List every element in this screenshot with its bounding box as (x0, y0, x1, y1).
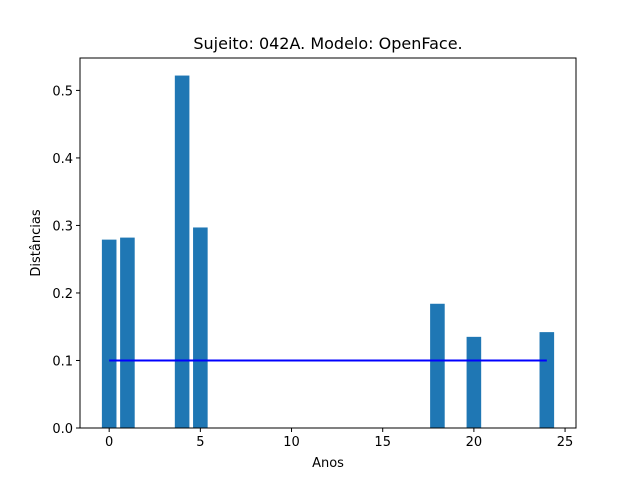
plot-frame (79, 57, 577, 429)
bar-18 (430, 303, 445, 428)
x-tick-label: 20 (466, 435, 483, 450)
x-axis-label: Anos (312, 456, 344, 471)
bars-group (101, 75, 555, 428)
x-tick-label: 10 (283, 435, 300, 450)
y-axis-label: Distâncias (29, 209, 44, 276)
y-axis-ticks: 0.0 0.1 0.2 0.3 0.4 0.5 (52, 84, 80, 437)
x-tick-label: 15 (374, 435, 391, 450)
x-tick-label: 0 (105, 435, 113, 450)
y-tick-label: 0.5 (52, 84, 73, 99)
x-tick-label: 25 (557, 435, 574, 450)
bar-4 (174, 75, 190, 428)
x-tick-label: 5 (196, 435, 204, 450)
y-tick-label: 0.1 (52, 354, 73, 369)
x-axis-ticks: 0 5 10 15 20 25 (105, 428, 573, 450)
bar-0 (101, 239, 117, 428)
y-tick-label: 0.2 (52, 287, 73, 302)
y-tick-label: 0.3 (52, 219, 73, 234)
y-tick-label: 0.4 (52, 152, 73, 167)
chart-title: Sujeito: 042A. Modelo: OpenFace. (193, 34, 462, 53)
bar-1 (120, 237, 135, 428)
y-tick-label: 0.0 (52, 422, 73, 437)
bar-5 (193, 227, 208, 428)
bar-20 (466, 336, 482, 428)
bar-24 (539, 332, 555, 428)
